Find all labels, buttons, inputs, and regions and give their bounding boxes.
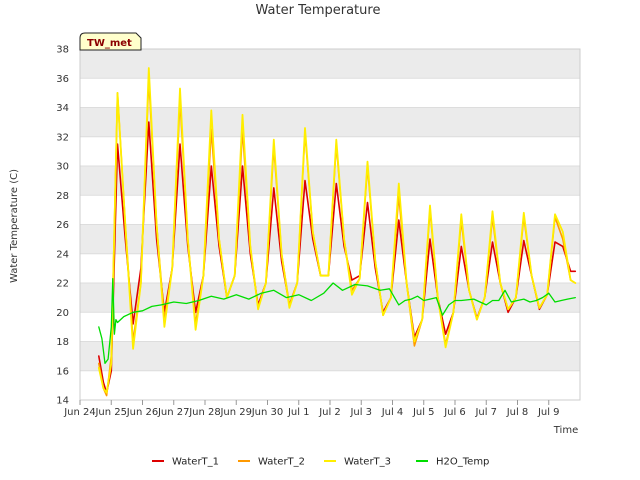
grid-band xyxy=(80,107,580,137)
legend-label: WaterT_2 xyxy=(258,457,305,468)
y-tick-label: 14 xyxy=(56,396,69,407)
badge-box xyxy=(79,32,142,51)
x-tick-label: Jul 8 xyxy=(506,407,529,418)
series-lines xyxy=(97,67,577,397)
x-tick-label: Jul 9 xyxy=(537,407,560,418)
legend-label: H2O_Temp xyxy=(436,457,489,468)
grid-band xyxy=(80,341,580,371)
x-tick-label: Jun 25 xyxy=(94,407,127,418)
y-tick-label: 16 xyxy=(56,366,69,377)
x-axis-ticks: Jun 24 Jun 25 Jun 26 Jun 27 Jun 28 Jun 29 Jun … xyxy=(63,400,560,418)
x-tick-label: Jul 7 xyxy=(474,407,497,418)
legend-label: WaterT_3 xyxy=(344,457,391,468)
x-tick-label: Jun 28 xyxy=(188,407,221,418)
x-tick-label: Jul 6 xyxy=(443,407,466,418)
y-tick-label: 30 xyxy=(56,162,69,173)
y-tick-label: 28 xyxy=(56,191,69,202)
y-tick-label: 34 xyxy=(56,103,69,114)
y-tick-label: 36 xyxy=(56,74,69,85)
y-tick-label: 38 xyxy=(56,45,69,56)
x-tick-label: Jun 29 xyxy=(219,407,252,418)
y-tick-label: 18 xyxy=(56,337,69,348)
x-tick-label: Jul 5 xyxy=(412,407,435,418)
x-tick-label: Jul 4 xyxy=(381,407,404,418)
legend: WaterT_1 WaterT_2 WaterT_3 H2O_Temp xyxy=(152,457,489,468)
series-line-watert-3 xyxy=(97,67,577,394)
badge-label: TW_met xyxy=(87,38,132,49)
y-axis-ticks: 14 16 18 20 22 24 26 28 30 32 34 36 38 xyxy=(56,45,69,407)
grid-band xyxy=(80,49,580,79)
x-tick-label: Jul 1 xyxy=(287,407,310,418)
x-tick-label: Jun 26 xyxy=(126,407,159,418)
y-tick-label: 32 xyxy=(56,132,69,143)
station-badge: TW_met xyxy=(79,32,142,51)
grid-band xyxy=(80,166,580,196)
series-line-h2o-temp xyxy=(98,277,576,365)
x-axis-title: Time xyxy=(553,425,578,436)
y-tick-label: 22 xyxy=(56,279,69,290)
y-tick-label: 20 xyxy=(56,308,69,319)
x-tick-label: Jun 24 xyxy=(63,407,96,418)
x-tick-label: Jun 30 xyxy=(251,407,284,418)
plot-area xyxy=(79,48,581,401)
x-tick-label: Jul 2 xyxy=(318,407,341,418)
y-tick-label: 24 xyxy=(56,249,69,260)
y-axis-title: Water Temperature (C) xyxy=(9,169,20,283)
legend-label: WaterT_1 xyxy=(172,457,219,468)
x-tick-label: Jul 3 xyxy=(349,407,372,418)
y-tick-label: 26 xyxy=(56,220,69,231)
x-tick-label: Jun 27 xyxy=(157,407,190,418)
chart-title: Water Temperature xyxy=(256,3,381,18)
